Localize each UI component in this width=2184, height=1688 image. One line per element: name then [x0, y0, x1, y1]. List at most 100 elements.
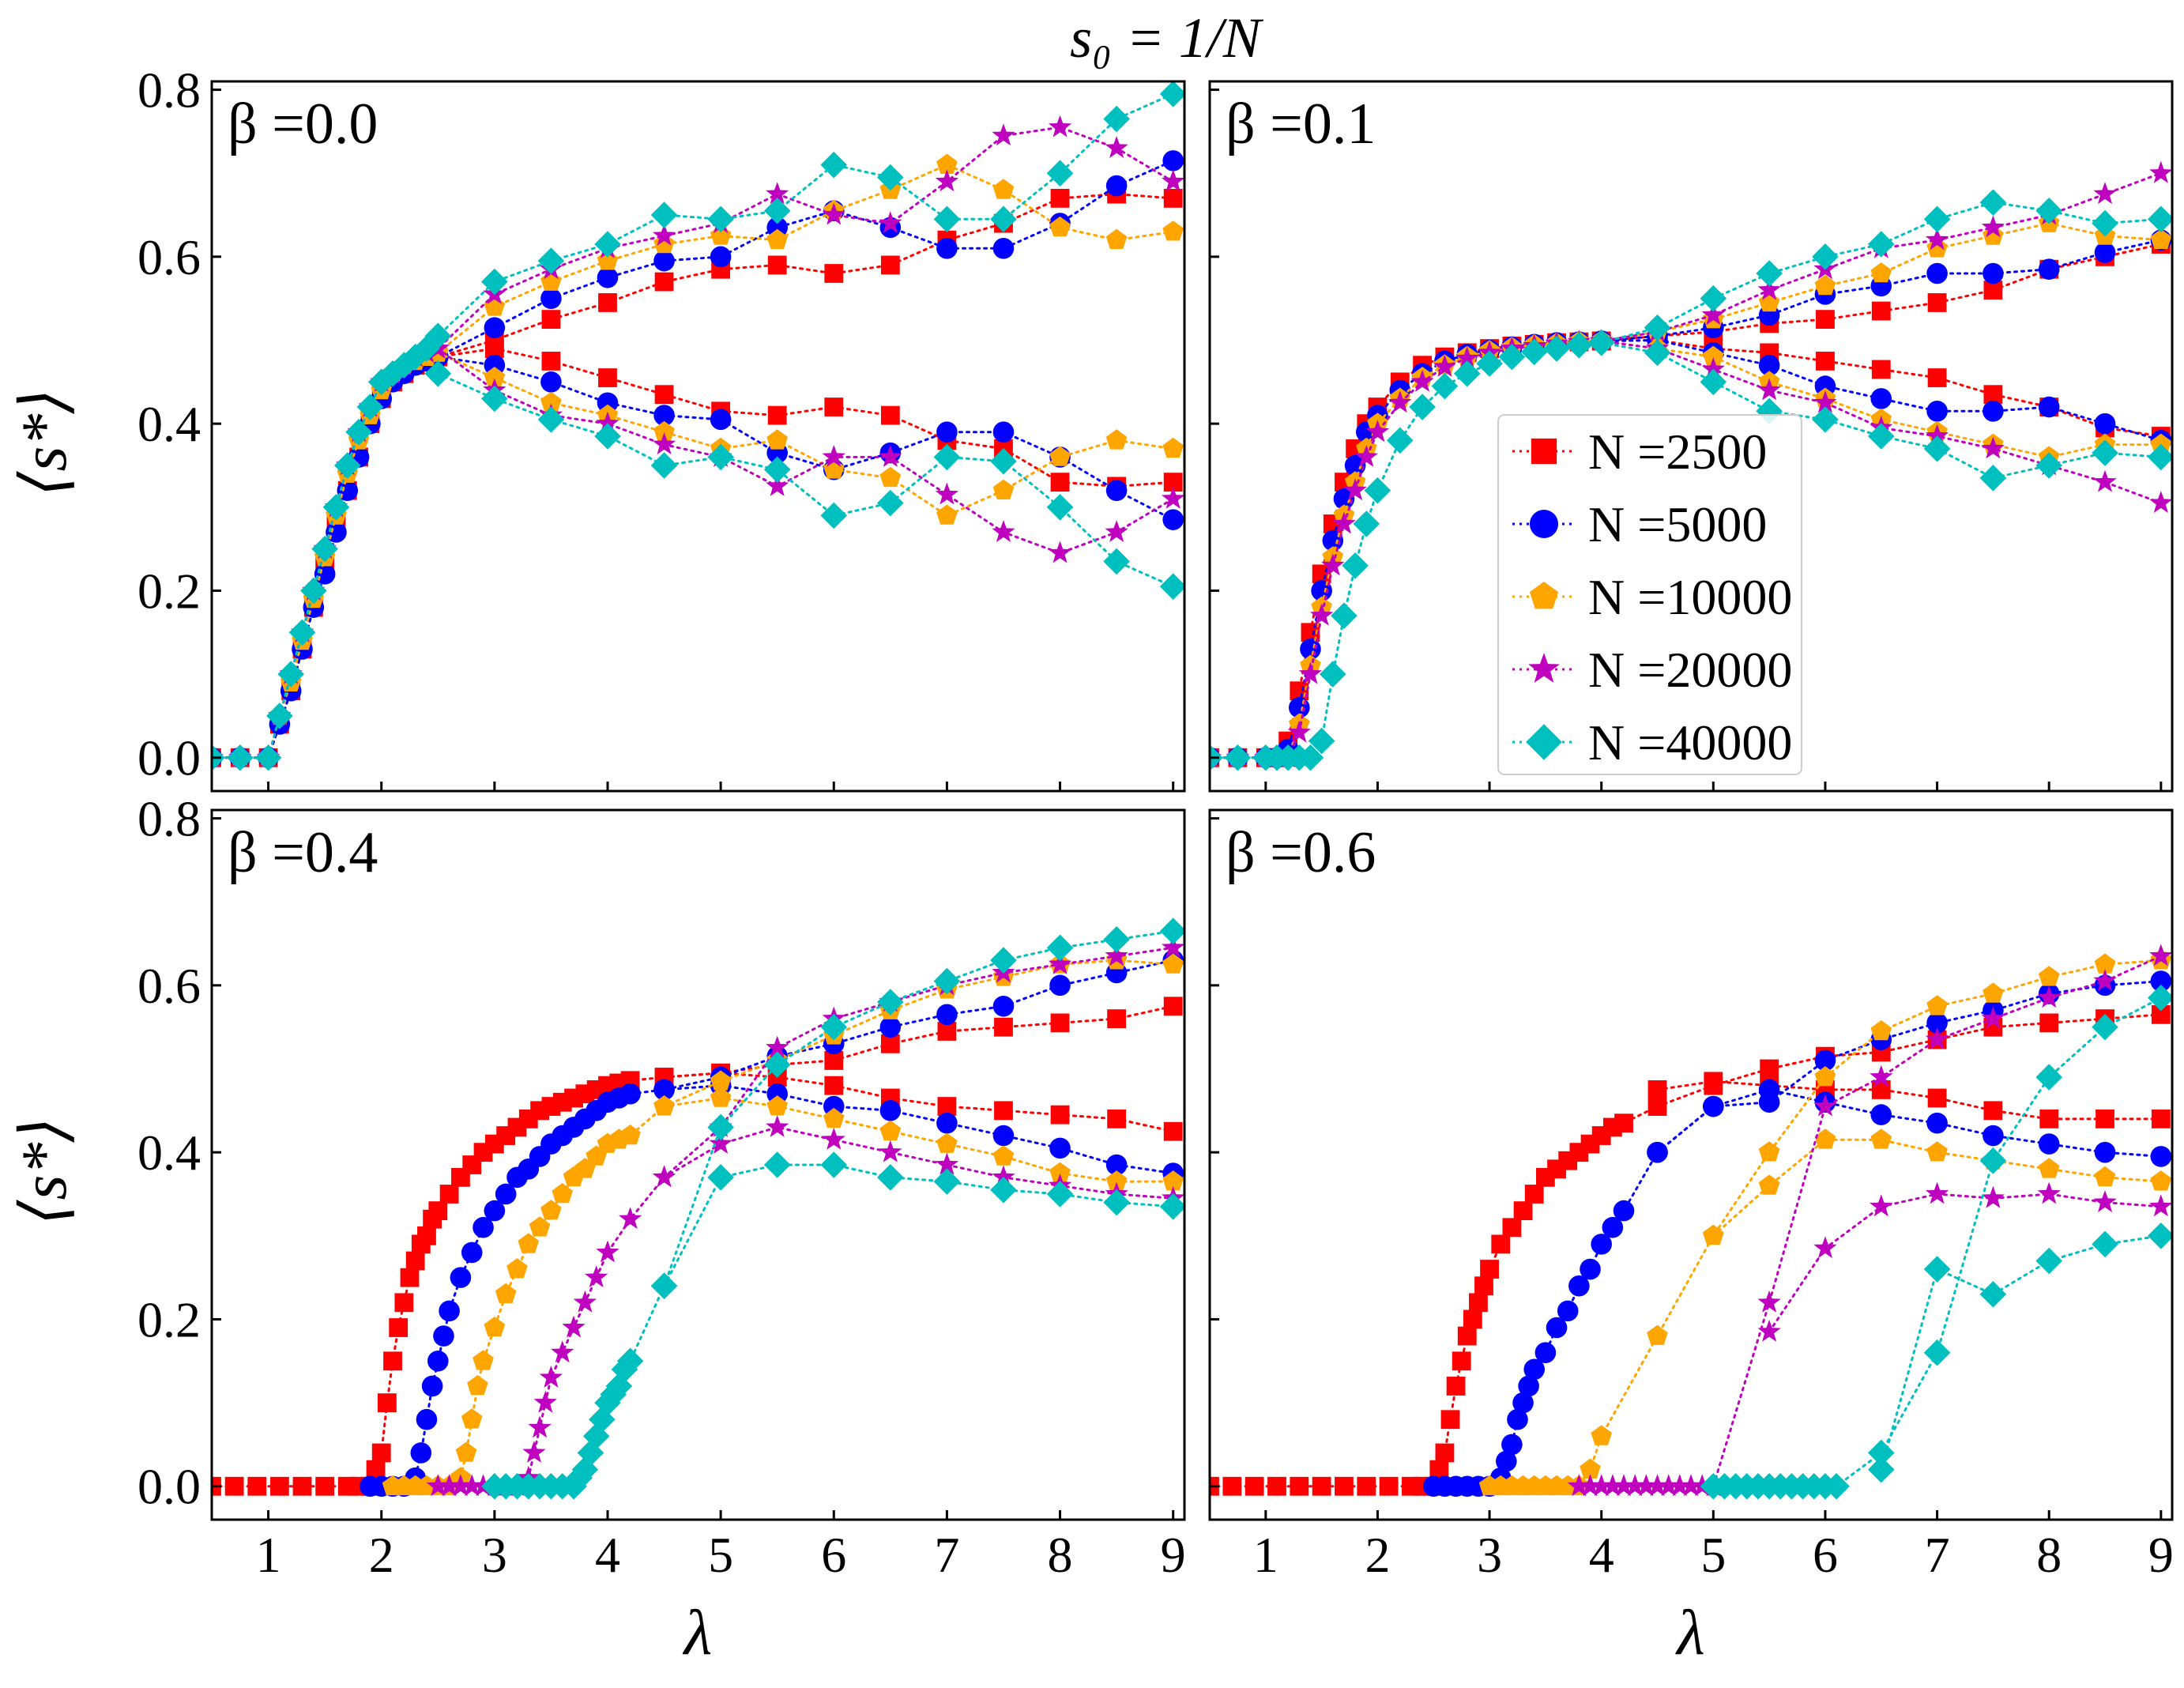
data-point: [1245, 1476, 1264, 1496]
data-point: [1379, 1476, 1399, 1496]
data-point: [484, 317, 506, 338]
data-point: [1222, 1476, 1242, 1496]
data-point: [1048, 952, 1072, 974]
series-line: [663, 1096, 1175, 1183]
data-point: [1343, 478, 1367, 501]
x-tick-label: 6: [821, 1527, 846, 1583]
data-point: [1105, 136, 1128, 158]
data-point: [566, 1464, 593, 1491]
data-point: [1757, 378, 1781, 401]
data-point: [473, 1216, 494, 1238]
data-point: [879, 211, 902, 234]
data-point: [1870, 1104, 1892, 1125]
data-point: [766, 217, 788, 239]
data-point: [481, 385, 508, 413]
data-point: [314, 563, 336, 585]
data-point: [1105, 944, 1128, 966]
data-point: [540, 371, 562, 393]
data-point: [1981, 1185, 2005, 1208]
data-point: [1364, 477, 1391, 504]
data-point: [766, 474, 789, 496]
data-point: [992, 1165, 1015, 1188]
series-line: [663, 1163, 1175, 1287]
data-point: [767, 405, 787, 425]
data-point: [653, 1095, 675, 1116]
data-point: [2092, 439, 2118, 466]
data-point: [877, 164, 904, 191]
data-point: [879, 445, 902, 467]
legend-marker: [1531, 438, 1557, 465]
data-point: [449, 1474, 473, 1497]
series-40000: [212, 81, 1184, 771]
data-point: [437, 1474, 461, 1497]
x-tick-label: 5: [1700, 1527, 1726, 1583]
data-point: [1578, 1474, 1602, 1497]
data-point: [1452, 1351, 1471, 1371]
legend-label: N =20000: [1588, 642, 1792, 698]
data-point: [596, 1240, 619, 1263]
data-point: [936, 1132, 958, 1153]
data-point: [2093, 182, 2117, 205]
data-point: [763, 1051, 791, 1079]
series-line: [436, 347, 1175, 488]
data-point: [2094, 1166, 2116, 1187]
data-point: [1813, 1094, 1837, 1117]
data-point: [1105, 1170, 1128, 1191]
data-point: [822, 202, 845, 225]
data-point: [1925, 228, 1949, 251]
data-point: [1455, 346, 1479, 369]
data-point: [1491, 1234, 1511, 1254]
data-point: [484, 367, 506, 387]
legend-item: N =40000: [1512, 714, 1792, 771]
series-line: [1656, 1079, 2163, 1121]
data-point: [824, 1051, 844, 1070]
data-point: [1870, 1020, 1892, 1041]
data-point: [541, 310, 561, 329]
data-point: [2035, 1064, 2063, 1091]
data-point: [820, 1013, 848, 1041]
data-point: [1925, 424, 1949, 446]
data-point: [1813, 390, 1837, 413]
data-point: [933, 443, 961, 471]
data-point: [1757, 1319, 1781, 1342]
data-point: [1923, 1339, 1951, 1366]
data-point: [315, 1476, 335, 1496]
data-point: [763, 197, 791, 224]
data-point: [1159, 81, 1184, 107]
legend-label: N =10000: [1588, 569, 1792, 625]
data-point: [822, 1127, 845, 1150]
y-tick-label: 0.6: [137, 229, 201, 285]
data-point: [994, 1101, 1013, 1121]
data-point: [541, 352, 561, 371]
data-point: [417, 1226, 436, 1245]
data-point: [935, 482, 959, 505]
plot-frame: [1208, 808, 2174, 1521]
data-point: [1602, 1216, 1624, 1238]
data-point: [710, 409, 732, 431]
data-point: [383, 1351, 402, 1371]
data-point: [1321, 553, 1345, 576]
data-point: [1523, 1358, 1546, 1381]
data-point: [1046, 494, 1074, 521]
data-point: [1623, 1474, 1647, 1497]
data-point: [822, 445, 845, 467]
data-point: [455, 1441, 477, 1462]
series-line: [1210, 239, 2163, 759]
data-point: [1159, 573, 1184, 600]
data-point: [560, 1472, 587, 1500]
series-group: [212, 81, 1184, 771]
data-point: [1357, 1476, 1376, 1496]
data-point: [1926, 237, 1948, 258]
data-point: [2151, 1004, 2171, 1024]
data-point: [823, 1107, 845, 1128]
data-point: [937, 1022, 957, 1041]
data-point: [2151, 1109, 2171, 1128]
data-point: [1612, 1474, 1636, 1497]
legend-marker: [1526, 724, 1562, 760]
data-point: [1867, 231, 1895, 258]
data-point: [522, 1441, 546, 1463]
data-point: [1703, 345, 1724, 366]
data-point: [1568, 1275, 1590, 1297]
data-point: [1502, 1218, 1522, 1238]
data-point: [597, 266, 619, 288]
